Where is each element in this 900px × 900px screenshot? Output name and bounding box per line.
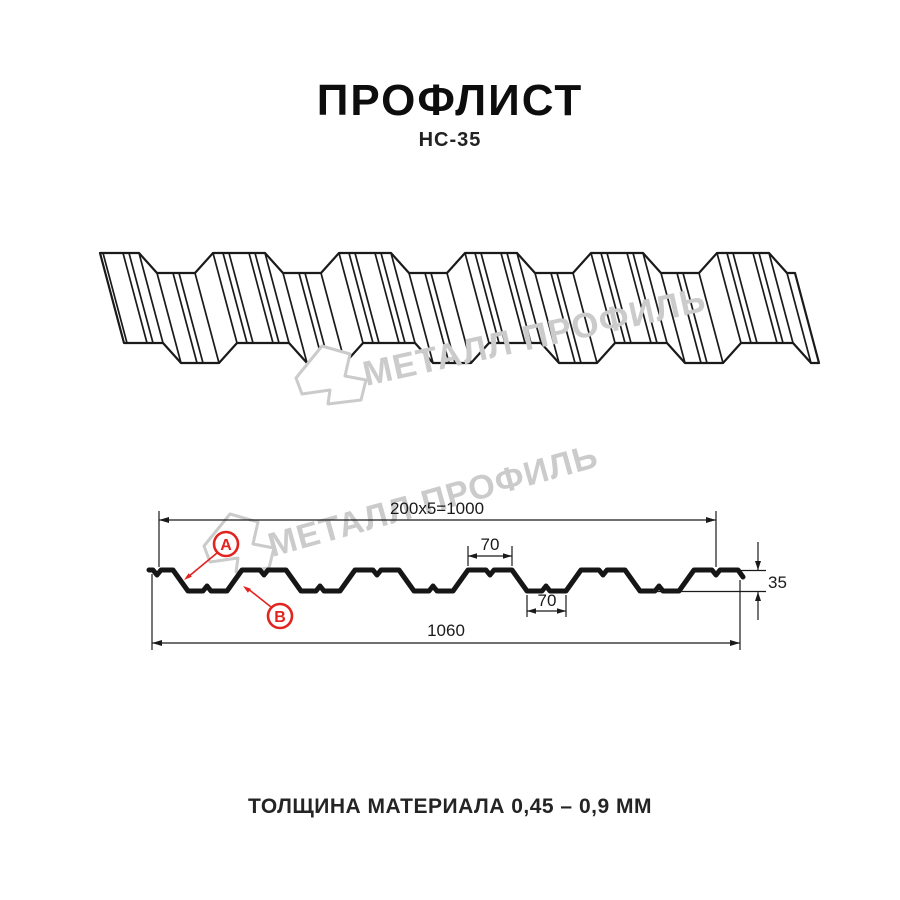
sheet-3d-fold-line [408,272,434,364]
sheet-3d-fold-line [282,272,308,364]
sheet-3d-fold-line [556,272,582,364]
dim-cover-width-label: 200x5=1000 [390,499,484,518]
dim-rib-top-label: 70 [481,535,500,554]
dim-rib-top: 70 [467,535,513,566]
metall-profil-logo-icon [294,344,368,406]
sheet-3d-fold-line [682,272,708,364]
sheet-3d-fold-line [726,252,752,344]
profile-cross-section-path [146,567,746,594]
callout-a-arrow [187,552,218,578]
sheet-3d-fold-line [122,252,148,344]
dim-full-width: 1060 [151,574,741,650]
sheet-3d-fold-line [464,252,490,344]
sheet-3d-fold-line [732,252,758,344]
profile-model-subtitle: НС-35 [418,129,482,151]
dim-cover-width: 200x5=1000 [158,499,717,567]
sheet-3d-fold-line [446,272,472,364]
sheet-3d-fold-line [480,252,506,344]
sheet-3d-fold-line [550,272,576,364]
sheet-3d-fold-line [390,252,416,344]
sheet-3d-fold-line [500,252,526,344]
sheet-3d-fold-line [102,252,128,344]
dim-rib-bottom: 70 [526,591,567,617]
sheet-3d-fold-line [212,252,238,344]
sheet-3d-view [98,251,821,365]
sheet-3d-fold-line [424,272,450,364]
dim-rib-bottom-label: 70 [538,591,557,610]
callout-a: А [184,530,240,580]
sheet-3d-fold-line [572,272,598,364]
sheet-3d-fold-line [676,272,702,364]
sheet-3d-fold-line [156,272,182,364]
sheet-3d-fold-line [138,252,164,344]
sheet-3d-fold-line [172,272,198,364]
sheet-3d-fold-line [430,272,456,364]
sheet-3d-fold-line [248,252,274,344]
dim-height: 35 [652,542,787,620]
callout-a-circle [212,530,240,558]
callout-b-circle [266,602,294,630]
sheet-3d-fold-line [222,252,248,344]
sheet-3d-fold-line [606,252,632,344]
sheet-3d-fold-line [600,252,626,344]
sheet-3d-fold-line [228,252,254,344]
sheet-3d-fold-line [516,252,542,344]
sheet-3d-fold-line [128,252,154,344]
sheet-3d-fold-line [752,252,778,344]
sheet-3d-fold-line [786,272,812,364]
dim-full-width-label: 1060 [427,621,465,640]
sheet-3d-fold-line [338,252,364,344]
sheet-3d-fold-line [254,252,280,344]
sheet-3d-fold-line [768,252,794,344]
sheet-3d-fold-line [626,252,652,344]
material-thickness-note: ТОЛЩИНА МАТЕРИАЛА 0,45 – 0,9 ММ [248,795,652,818]
sheet-3d-fold-line [374,252,400,344]
callout-a-label: А [220,537,232,554]
sheet-3d-fold-line [642,252,668,344]
page-title: ПРОФЛИСТ [316,76,584,125]
sheet-3d-fold-lines [102,252,812,364]
sheet-3d-fold-line [632,252,658,344]
sheet-3d-fold-line [716,252,742,344]
sheet-3d-fold-line [354,252,380,344]
sheet-3d-fold-line [506,252,532,344]
cross-section: 200x5=1000 70 70 35 1060 [146,499,787,650]
sheet-3d-fold-line [534,272,560,364]
callout-b: В [243,586,294,630]
sheet-3d-fold-line [698,272,724,364]
sheet-3d-fold-line [264,252,290,344]
sheet-3d-fold-line [178,272,204,364]
sheet-3d-fold-line [320,272,346,364]
sheet-3d-fold-line [194,272,220,364]
sheet-3d-fold-line [758,252,784,344]
sheet-3d-fold-line [348,252,374,344]
callout-b-label: В [274,609,286,626]
sheet-3d-fold-line [380,252,406,344]
dim-height-label: 35 [768,573,787,592]
sheet-3d-fold-line [660,272,686,364]
callout-b-arrow [246,587,272,608]
sheet-3d-fold-line [474,252,500,344]
sheet-3d-fold-line [590,252,616,344]
